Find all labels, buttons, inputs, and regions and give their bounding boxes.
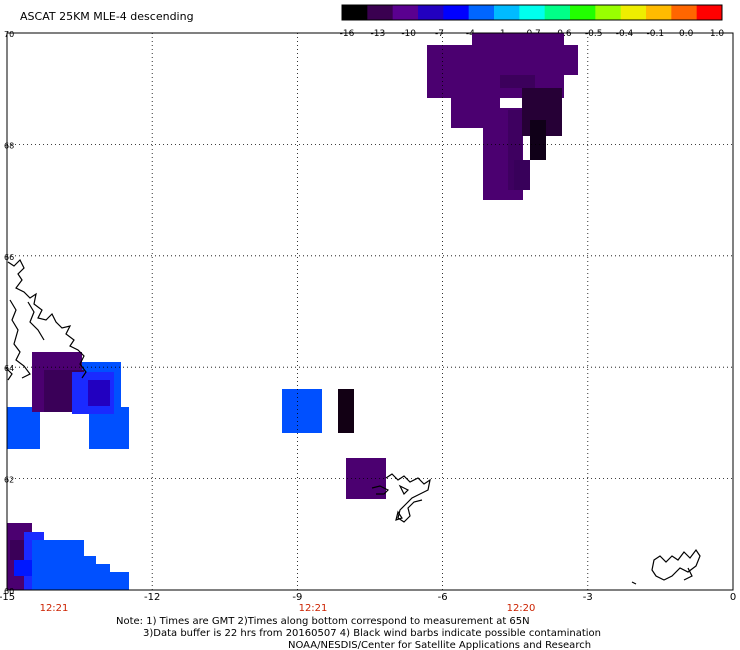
colorbar-label: -13 [370,29,385,39]
x-tick-label: -6 [438,592,448,603]
x-tick-label: -3 [583,592,593,603]
y-tick-label: 60 [4,587,14,596]
colorbar-segment [367,5,394,20]
y-tick-labels: 70 68 66 64 62 60 [4,30,14,596]
colorbar-label: -0.5 [585,29,603,39]
colorbar-segment [519,5,546,20]
swath-west [7,352,129,449]
time-label: 12:21 [299,603,328,614]
y-tick-label: 70 [4,30,14,39]
colorbar-label: 0.0 [679,29,694,39]
time-labels: 12:21 12:21 12:20 [40,603,536,614]
colorbar-segment [696,5,723,20]
colorbar-label: -4 [466,29,475,39]
coastline-norway [651,548,701,581]
colorbar-segment [468,5,495,20]
colorbar-segment [570,5,596,20]
colorbar [341,4,723,21]
x-tick-label: -9 [292,592,302,603]
y-tick-label: 62 [4,476,14,485]
colorbar-frame [341,4,723,21]
plot-frame [6,32,734,591]
colorbar-segment [646,5,672,20]
x-tick-label: -12 [144,592,160,603]
colorbar-label: 1.0 [710,29,725,39]
map-title: ASCAT 25KM MLE-4 descending [20,10,194,23]
colorbar-label: -0.1 [647,29,665,39]
time-label: 12:21 [40,603,69,614]
x-tick-label: 0 [730,592,736,603]
coastlines [5,258,701,585]
note-line-1: Note: 1) Times are GMT 2)Times along bot… [116,616,530,627]
swath-southwest [7,523,129,590]
colorbar-segment [342,5,368,20]
data-swaths [7,33,578,590]
colorbar-segment [671,5,698,20]
note-line-3: NOAA/NESDIS/Center for Satellite Applica… [288,640,591,650]
colorbar-segment [392,5,419,20]
time-label: 12:20 [507,603,536,614]
swath-northeast [427,33,578,200]
colorbar-segment [443,5,470,20]
colorbar-segment [595,5,622,20]
graticule-grid [7,33,733,590]
coastline-scotland-west [7,258,87,379]
colorbar-label: -16 [340,29,355,39]
colorbar-label: -0.4 [616,29,634,39]
x-tick-label: -15 [0,592,15,603]
y-tick-label: 64 [4,364,14,373]
colorbar-segment [418,5,444,20]
colorbar-segment [544,5,571,20]
note-line-2: 3)Data buffer is 22 hrs from 20160507 4)… [143,628,601,639]
x-tick-labels: -15 -12 -9 -6 -3 0 [0,592,736,603]
y-tick-label: 66 [4,253,14,262]
colorbar-label: -7 [435,29,444,39]
colorbar-segment [494,5,520,20]
coastline-faroe [385,473,431,523]
colorbar-label: -10 [401,29,416,39]
colorbar-segment [620,5,647,20]
y-tick-label: 68 [4,141,14,150]
